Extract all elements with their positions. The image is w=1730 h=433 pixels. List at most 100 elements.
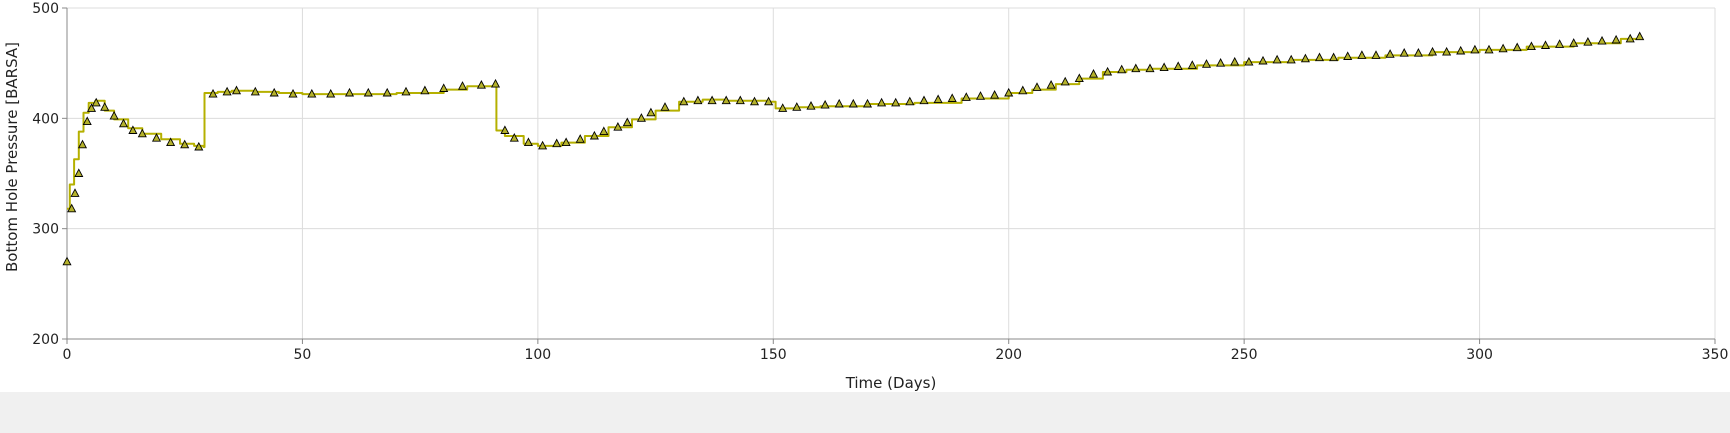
observed-bhp-marker bbox=[1611, 34, 1621, 44]
observed-bhp-marker bbox=[1484, 44, 1494, 54]
axes-layer: 0 50 100 150 200 250 300 350 200 300 400 500 bbox=[32, 1, 1728, 363]
y-tick-label: 200 bbox=[32, 332, 59, 348]
observed-bhp-marker bbox=[961, 92, 971, 101]
observed-bhp-marker bbox=[693, 95, 703, 105]
observed-bhp-marker bbox=[382, 87, 392, 97]
x-tick-label: 250 bbox=[1231, 347, 1258, 363]
observed-bhp-marker bbox=[1343, 51, 1353, 60]
observed-bhp-marker bbox=[1526, 41, 1536, 51]
observed-bhp-marker bbox=[1555, 39, 1565, 48]
observed-bhp-marker bbox=[1456, 45, 1466, 55]
observed-bhp-marker bbox=[1201, 59, 1212, 68]
observed-bhp-marker bbox=[707, 95, 717, 105]
observed-bhp-marker bbox=[250, 86, 260, 96]
y-tick-label: 300 bbox=[32, 222, 59, 238]
observed-bhp-marker bbox=[128, 125, 138, 134]
observed-bhp-marker bbox=[476, 80, 486, 89]
observed-bhp-marker bbox=[613, 122, 623, 131]
observed-bhp-marker bbox=[561, 137, 571, 147]
observed-bhp-marker bbox=[806, 101, 816, 110]
observed-bhp-marker bbox=[975, 91, 986, 100]
observed-bhp-marker bbox=[288, 88, 298, 98]
observed-bhp-marker bbox=[1145, 63, 1155, 73]
x-axis-title: Time (Days) bbox=[845, 374, 937, 392]
observed-bhp-marker bbox=[1512, 42, 1522, 52]
observed-bhp-marker bbox=[1442, 46, 1452, 56]
observed-bhp-marker bbox=[70, 188, 80, 197]
observed-bhp-marker bbox=[1385, 49, 1395, 58]
bhp-chart: 0 50 100 150 200 250 300 350 200 300 400 500 Time (… bbox=[3, 1, 1728, 392]
observed-bhp-marker bbox=[1272, 54, 1282, 64]
observed-bhp-marker bbox=[877, 97, 887, 107]
series-layer bbox=[67, 37, 1641, 210]
observed-bhp-marker bbox=[222, 86, 232, 96]
observed-bhp-marker bbox=[1371, 50, 1381, 59]
observed-bhp-marker bbox=[344, 87, 355, 97]
simulated-bhp-line bbox=[67, 37, 1641, 210]
observed-bhp-marker bbox=[166, 137, 176, 147]
observed-bhp-marker bbox=[905, 96, 915, 106]
x-tick-label: 100 bbox=[524, 347, 551, 363]
observed-bhp-marker bbox=[679, 96, 689, 106]
grid-layer bbox=[67, 7, 1716, 340]
y-tick-label: 500 bbox=[32, 1, 59, 17]
observed-bhp-marker bbox=[91, 97, 101, 107]
observed-bhp-marker bbox=[194, 141, 204, 151]
observed-bhp-marker bbox=[1635, 31, 1645, 41]
observed-bhp-marker bbox=[1244, 56, 1254, 66]
observed-bhp-marker bbox=[552, 138, 562, 148]
observed-bhp-marker bbox=[100, 102, 110, 111]
observed-bhp-marker bbox=[749, 96, 760, 106]
observed-bhp-marker bbox=[62, 256, 72, 266]
observed-bhp-marker bbox=[1413, 48, 1423, 57]
observed-bhp-marker bbox=[523, 137, 533, 147]
observed-bhp-marker bbox=[778, 103, 788, 112]
x-tick-label: 200 bbox=[995, 347, 1022, 363]
observed-bhp-marker bbox=[1625, 33, 1635, 43]
observed-bhp-marker bbox=[575, 134, 585, 143]
observed-bhp-marker bbox=[764, 96, 774, 106]
observed-bhp-marker bbox=[307, 88, 317, 98]
observed-bhp-marker bbox=[1329, 52, 1339, 62]
observed-bhp-marker bbox=[77, 139, 88, 149]
observed-bhp-marker bbox=[457, 81, 468, 90]
observed-bhp-marker bbox=[137, 128, 147, 138]
observed-bhp-marker bbox=[74, 168, 84, 177]
observed-bhp-marker bbox=[109, 110, 119, 120]
observed-bhp-marker bbox=[1470, 44, 1480, 54]
observed-bhp-marker bbox=[933, 94, 943, 104]
marker-layer bbox=[62, 31, 1645, 266]
x-tick-label: 150 bbox=[760, 347, 787, 363]
observed-bhp-marker bbox=[1286, 54, 1296, 64]
observed-bhp-marker bbox=[1357, 50, 1367, 59]
observed-bhp-marker bbox=[1216, 58, 1226, 67]
observed-bhp-marker bbox=[721, 95, 731, 105]
observed-bhp-marker bbox=[439, 83, 449, 92]
observed-bhp-marker bbox=[363, 87, 373, 97]
observed-bhp-marker bbox=[1258, 55, 1268, 65]
observed-bhp-marker bbox=[231, 85, 242, 95]
observed-bhp-marker bbox=[1117, 64, 1127, 74]
observed-bhp-marker bbox=[990, 90, 1000, 99]
observed-bhp-marker bbox=[1060, 76, 1070, 86]
observed-bhp-marker bbox=[86, 103, 97, 112]
observed-bhp-marker bbox=[622, 117, 632, 127]
observed-bhp-marker bbox=[1498, 43, 1508, 53]
observed-bhp-marker bbox=[646, 107, 656, 117]
observed-bhp-marker bbox=[118, 118, 129, 128]
observed-bhp-marker bbox=[1074, 73, 1084, 83]
observed-bhp-marker bbox=[1399, 48, 1409, 57]
observed-bhp-marker bbox=[1597, 35, 1607, 45]
observed-bhp-marker bbox=[589, 130, 599, 140]
observed-bhp-marker bbox=[848, 98, 858, 108]
observed-bhp-marker bbox=[1314, 52, 1325, 62]
x-tick-label: 0 bbox=[63, 347, 72, 363]
observed-bhp-marker bbox=[490, 78, 501, 88]
observed-bhp-marker bbox=[919, 95, 929, 105]
observed-bhp-marker bbox=[792, 102, 802, 111]
observed-bhp-marker bbox=[509, 133, 519, 142]
observed-bhp-marker bbox=[1569, 38, 1579, 47]
observed-bhp-marker bbox=[1103, 66, 1113, 76]
observed-bhp-marker bbox=[180, 139, 190, 149]
observed-bhp-marker bbox=[660, 102, 670, 111]
